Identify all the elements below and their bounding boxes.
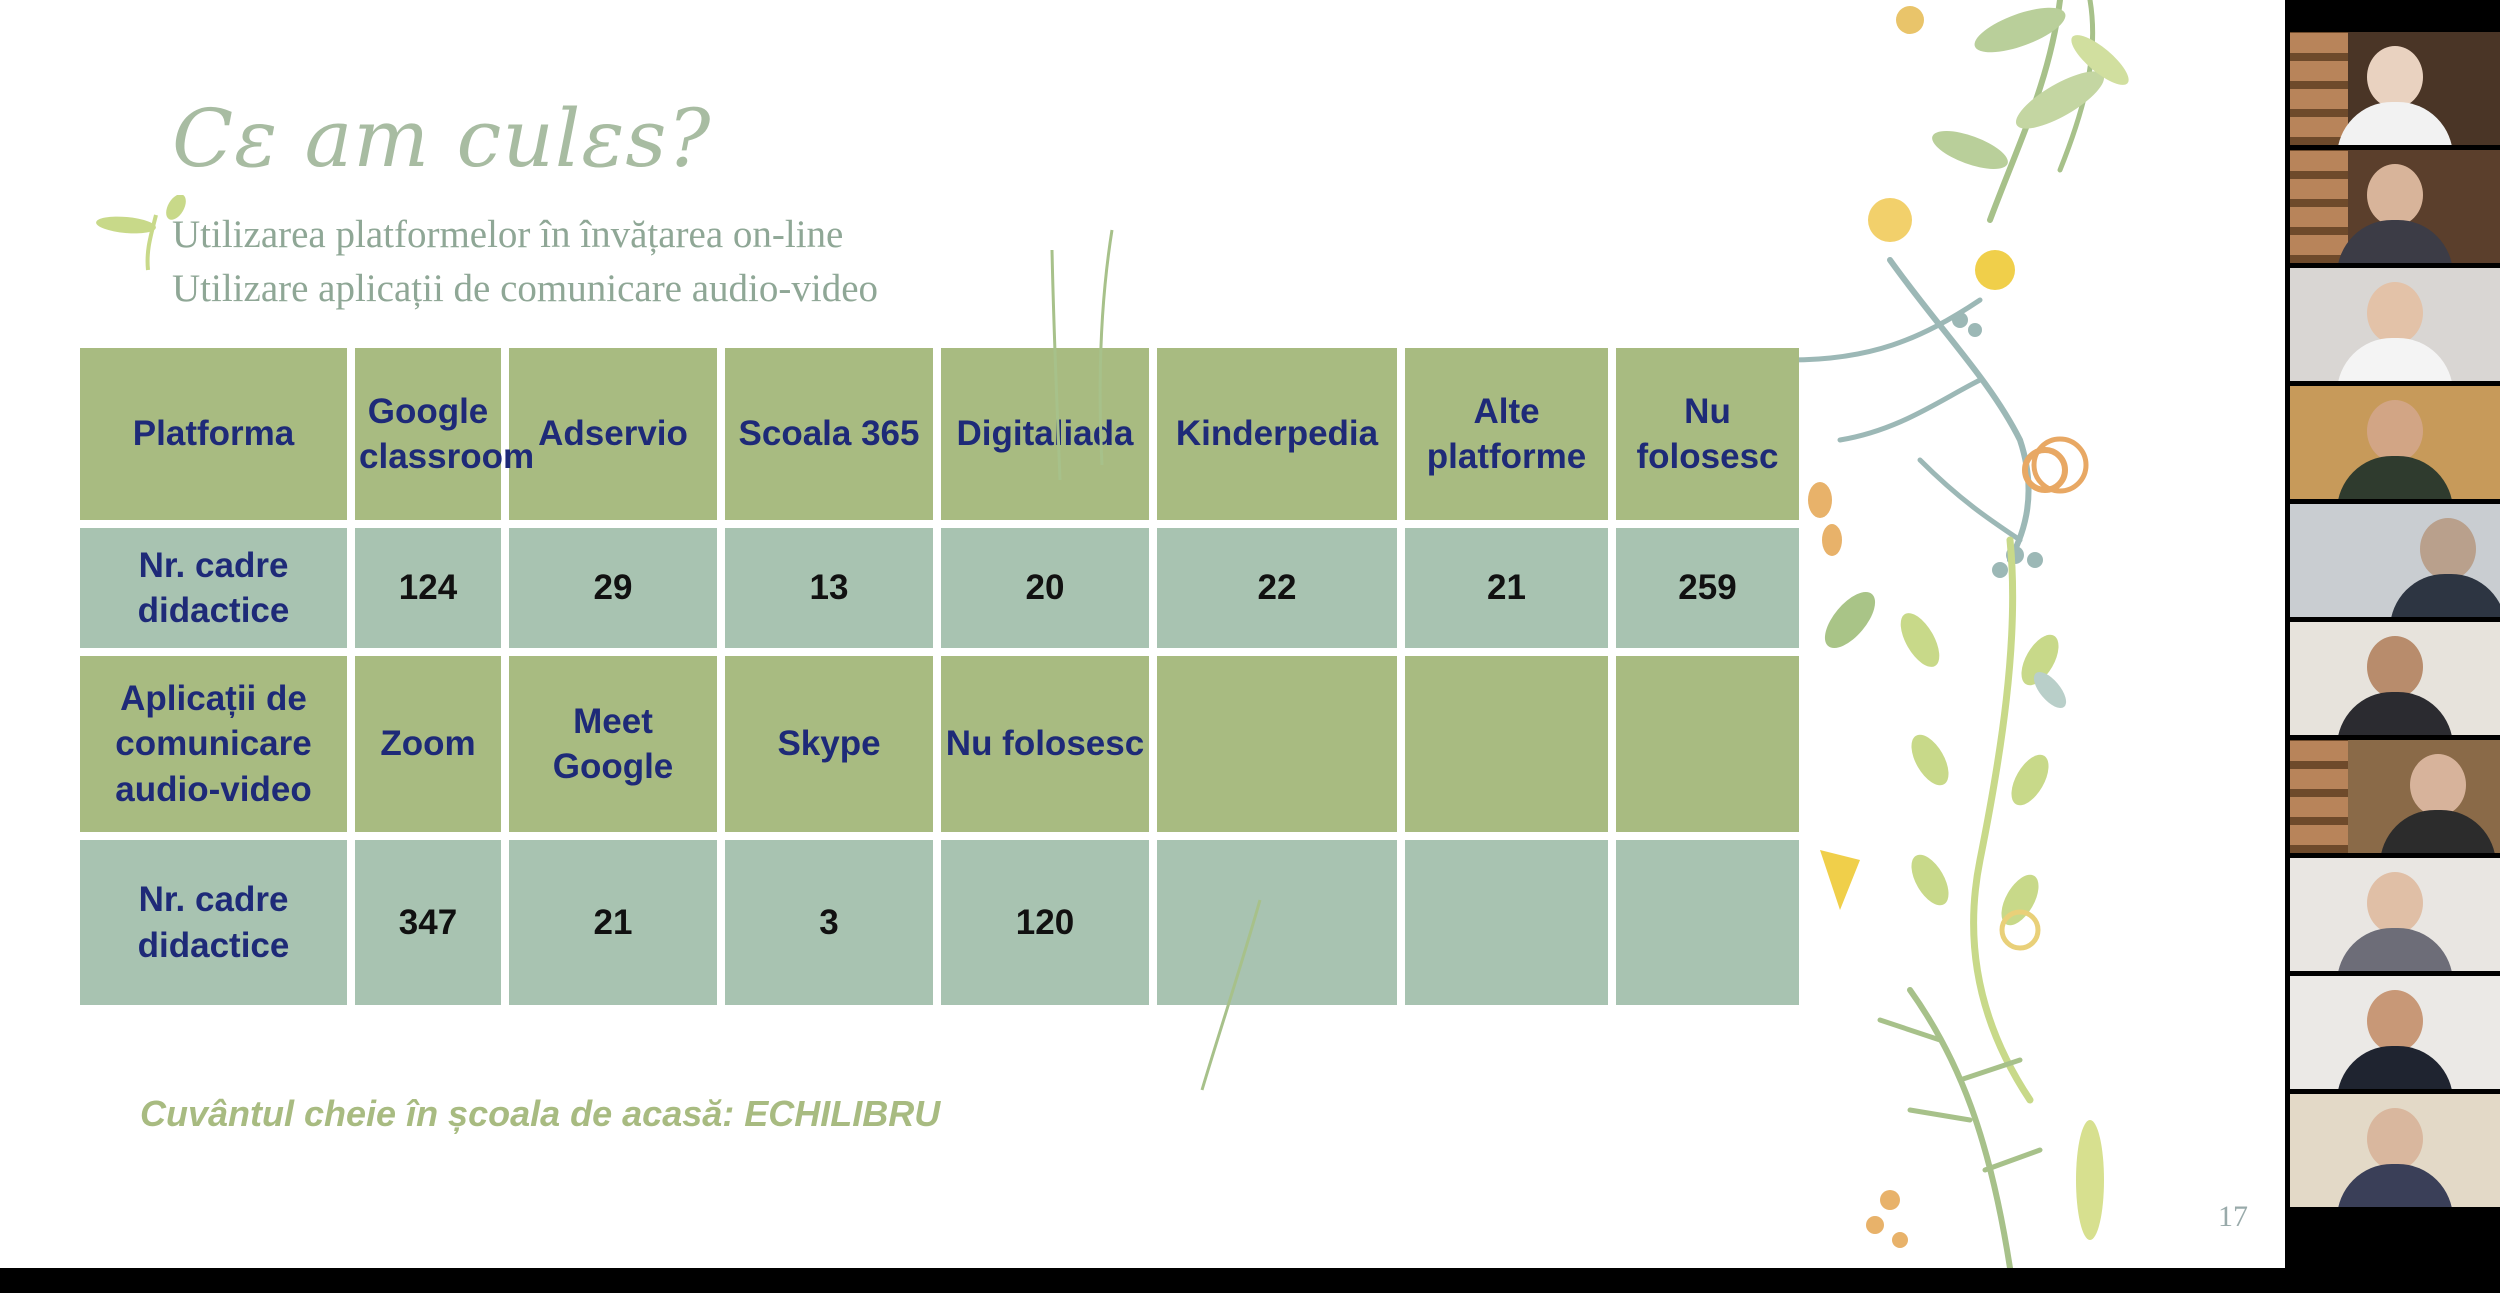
table-cell: 22	[1157, 528, 1397, 648]
table-cell: Zoom	[355, 656, 501, 832]
table-row: Nr. cadre didactice 124 29 13 20 22 21 2…	[80, 528, 1799, 648]
table-cell: Meet Google	[509, 656, 717, 832]
table-cell: Google classroom	[355, 348, 534, 520]
video-background	[2290, 150, 2348, 263]
table-cell: 13	[725, 528, 933, 648]
table-cell: Nr. cadre didactice	[80, 528, 347, 648]
participant-video-tile[interactable]	[2290, 1094, 2500, 1207]
table-cell: Digitaliada	[941, 348, 1149, 520]
participant-body	[2337, 928, 2453, 971]
pen-annotation	[1200, 899, 1262, 1091]
table-cell: 20	[941, 528, 1149, 648]
participant-video-tile[interactable]	[2290, 858, 2500, 971]
participant-face	[2367, 282, 2423, 344]
participant-video-tile[interactable]	[2290, 32, 2500, 145]
participant-body	[2337, 220, 2453, 263]
video-background	[2290, 740, 2348, 853]
results-table: Platforma Google classroom Adservio Scoa…	[72, 340, 1807, 1013]
participant-face	[2367, 46, 2423, 108]
participant-video-tile[interactable]	[2290, 504, 2500, 617]
page-number: 17	[2218, 1200, 2248, 1233]
table-cell: 120	[941, 840, 1149, 1005]
table-cell	[1616, 656, 1799, 832]
video-background	[2290, 32, 2348, 145]
participant-face	[2367, 400, 2423, 462]
participant-body	[2390, 574, 2500, 617]
participant-face	[2367, 1108, 2423, 1170]
participant-video-tile[interactable]	[2290, 150, 2500, 263]
participant-body	[2337, 692, 2453, 735]
table-cell	[1157, 656, 1397, 832]
table-cell	[1616, 840, 1799, 1005]
table-cell: Scoala 365	[725, 348, 933, 520]
slide-subtitle-platforms: Utilizarea platformelor în învățarea on-…	[172, 213, 844, 256]
floral-decoration	[1787, 0, 2129, 1268]
table-row: Aplicații de comunicare audio-video Zoom…	[80, 656, 1799, 832]
table-cell: Nu folosesc	[1616, 348, 1799, 520]
slide-title: Cɛ am culɛs?	[172, 92, 712, 185]
participant-body	[2337, 338, 2453, 381]
table-cell: Alte platforme	[1405, 348, 1608, 520]
table-row: Platforma Google classroom Adservio Scoa…	[80, 348, 1799, 520]
table-cell: Nr. cadre didactice	[80, 840, 347, 1005]
table-row: Nr. cadre didactice 347 21 3 120	[80, 840, 1799, 1005]
participant-face	[2420, 518, 2476, 580]
participant-video-tile[interactable]	[2290, 976, 2500, 1089]
table-cell: Platforma	[80, 348, 347, 520]
table-cell: 29	[509, 528, 717, 648]
table-cell: 347	[355, 840, 501, 1005]
table-cell: Kinderpedia	[1157, 348, 1397, 520]
participant-gallery	[2290, 32, 2500, 1215]
participant-video-tile[interactable]	[2290, 740, 2500, 853]
participant-face	[2367, 636, 2423, 698]
slide-subtitle-apps: Utilizare aplicații de comunicare audio-…	[172, 267, 879, 310]
table-cell	[1405, 656, 1608, 832]
table-cell: 3	[725, 840, 933, 1005]
participant-face	[2367, 990, 2423, 1052]
table-cell: 124	[355, 528, 501, 648]
participant-face	[2410, 754, 2466, 816]
participant-face	[2367, 164, 2423, 226]
table-cell: 21	[1405, 528, 1608, 648]
participant-video-tile[interactable]	[2290, 622, 2500, 735]
participant-body	[2337, 102, 2453, 145]
participant-face	[2367, 872, 2423, 934]
table-cell: 259	[1616, 528, 1799, 648]
participant-body	[2337, 1164, 2453, 1207]
table-cell	[1157, 840, 1397, 1005]
participant-body	[2337, 1046, 2453, 1089]
participant-body	[2380, 810, 2496, 853]
participant-video-tile[interactable]	[2290, 268, 2500, 381]
participant-body	[2337, 456, 2453, 499]
table-cell: Skype	[725, 656, 933, 832]
table-cell: Adservio	[509, 348, 717, 520]
table-cell: Aplicații de comunicare audio-video	[80, 656, 347, 832]
pen-annotation	[1050, 229, 1114, 481]
participant-video-tile[interactable]	[2290, 386, 2500, 499]
table-cell	[1405, 840, 1608, 1005]
table-cell: 21	[509, 840, 717, 1005]
table-cell: Nu folosesc	[941, 656, 1149, 832]
shared-slide: Cɛ am culɛs? Utilizarea platformelor în …	[0, 0, 2285, 1268]
slide-footer: Cuvântul cheie în școala de acasă: ECHIL…	[140, 1093, 941, 1134]
leaf-decoration	[96, 195, 186, 271]
